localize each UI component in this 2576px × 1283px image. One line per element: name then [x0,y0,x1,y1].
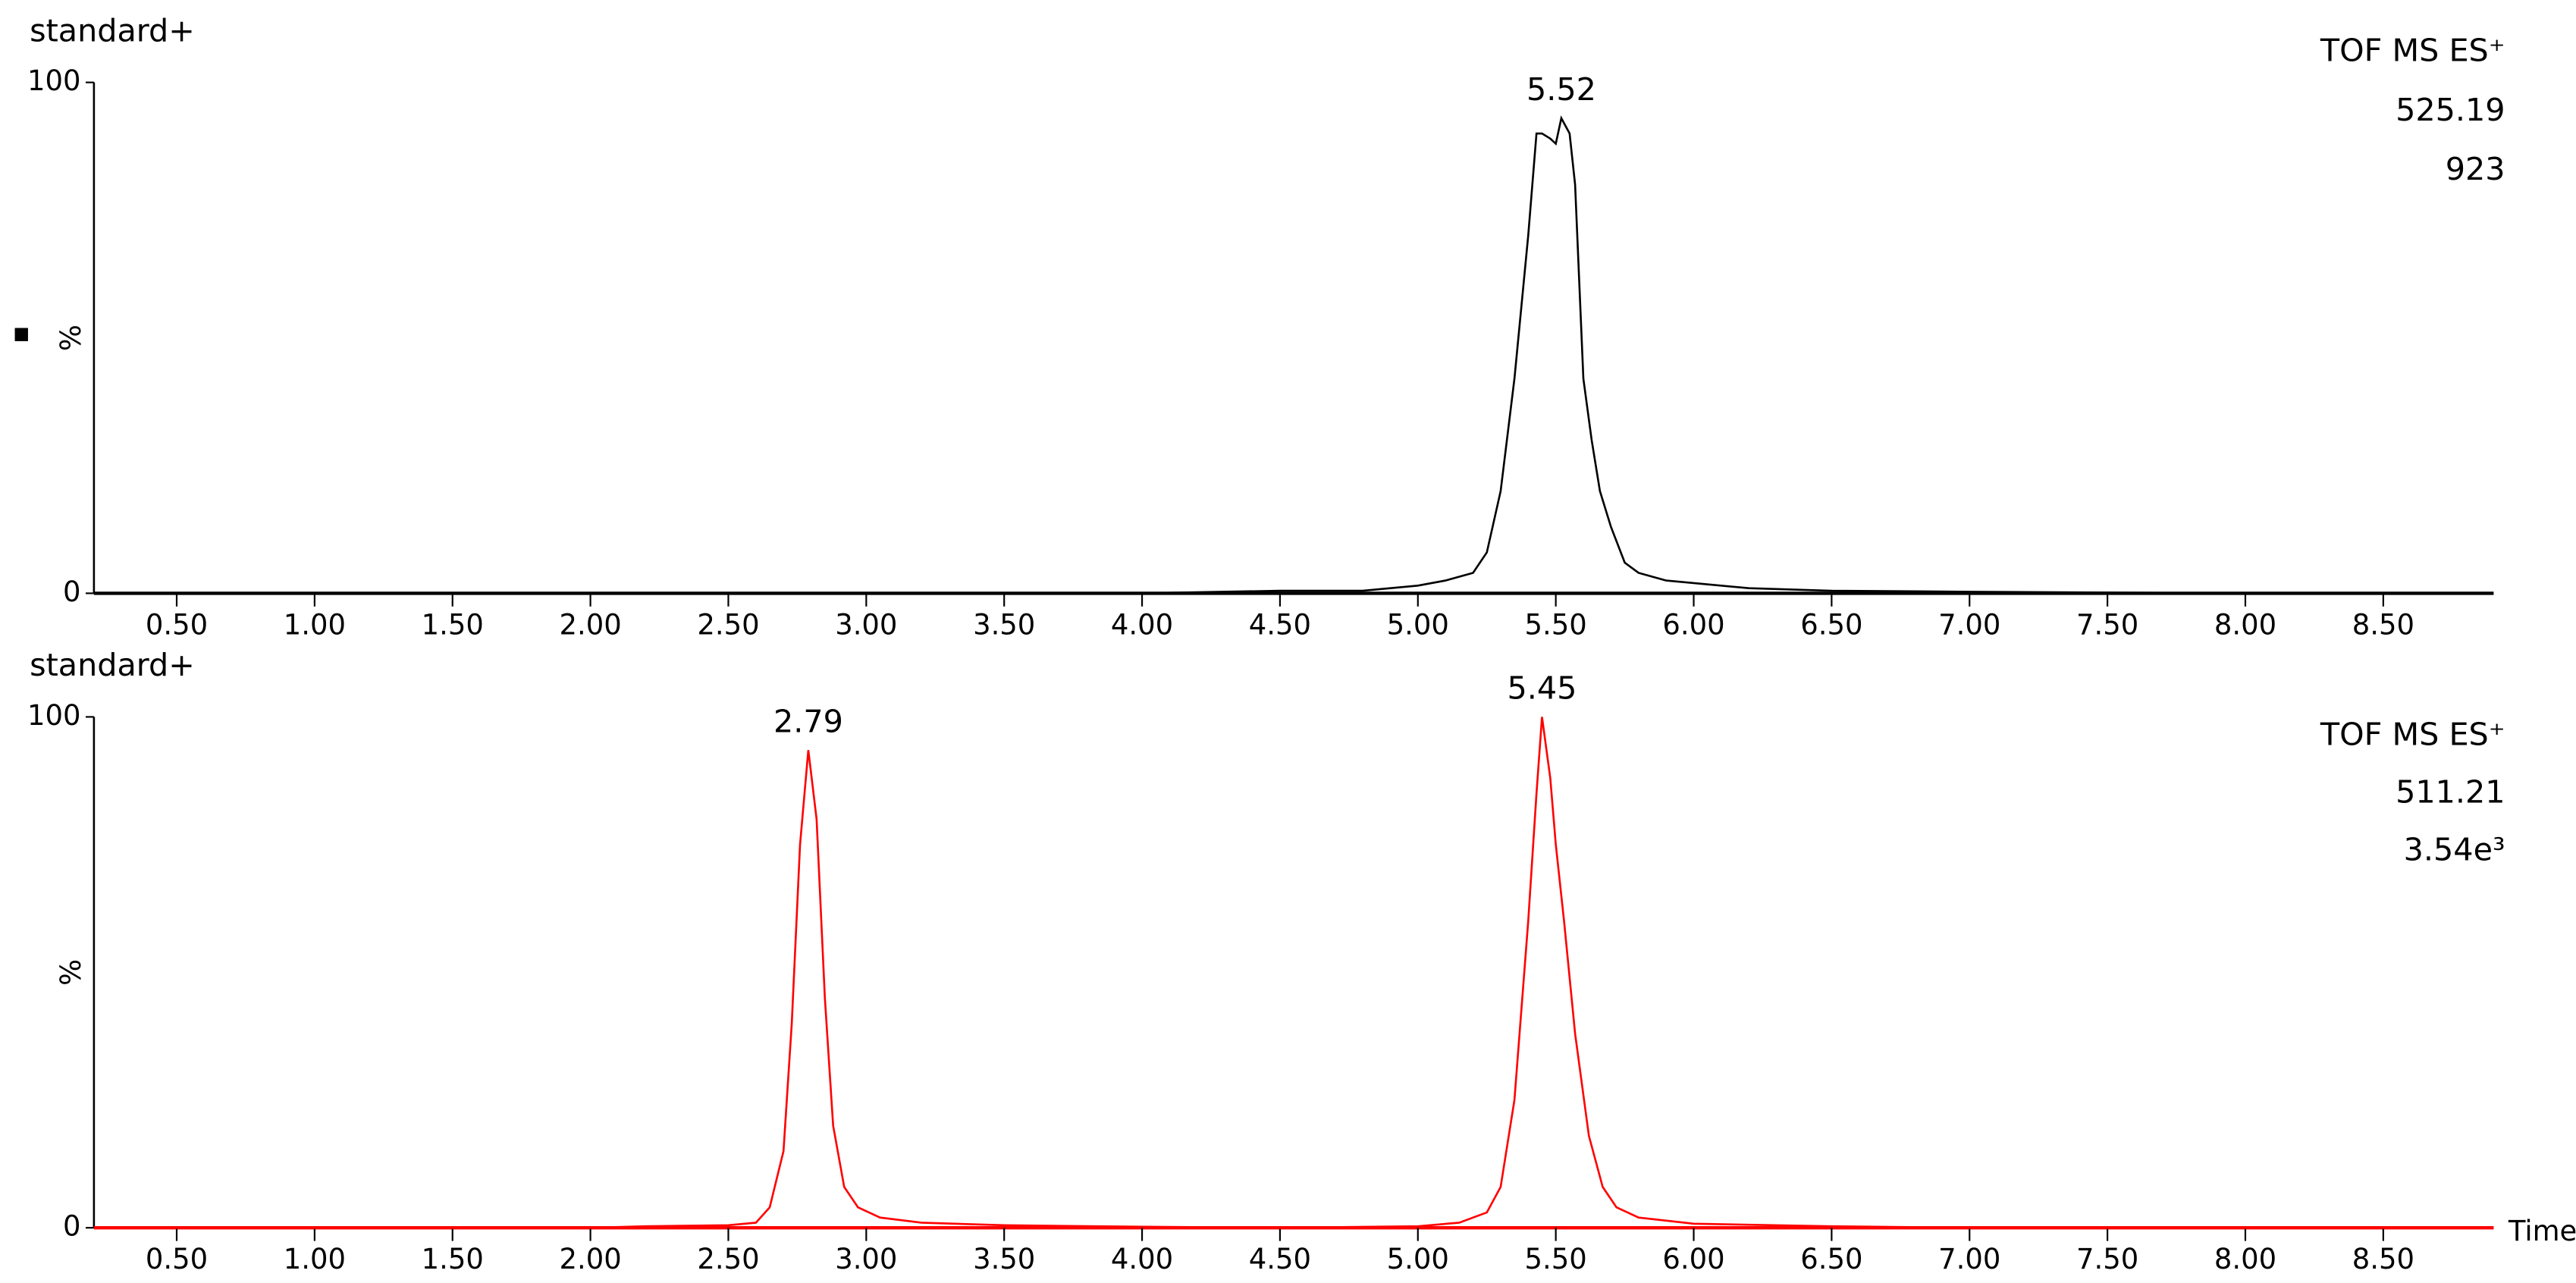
marker-square [14,328,28,341]
x-tick-label: 6.00 [1662,608,1724,641]
x-tick-label: 8.50 [2352,608,2414,641]
x-tick-label: 3.00 [835,1243,897,1275]
x-tick-label: 8.00 [2214,608,2276,641]
x-tick-label: 2.50 [697,608,759,641]
x-tick-label: 5.00 [1387,1243,1449,1275]
x-tick-label: 5.50 [1525,1243,1587,1275]
y-axis-label: % [55,959,87,986]
trace-info: 923 [2446,151,2505,187]
peak-label: 5.45 [1508,670,1577,707]
x-tick-label: 0.50 [146,1243,208,1275]
x-tick-label: 3.00 [835,608,897,641]
x-tick-label: 1.50 [422,608,484,641]
trace-info: TOF MS ES⁺ [2320,33,2505,69]
x-tick-label: 7.00 [1938,1243,2000,1275]
y-tick-label: 100 [27,699,81,732]
x-tick-label: 3.50 [973,608,1035,641]
x-tick-label: 4.50 [1249,1243,1311,1275]
x-tick-label: 3.50 [973,1243,1035,1275]
x-axis-label: Time [2508,1215,2576,1247]
trace-info: TOF MS ES⁺ [2320,717,2505,753]
x-tick-label: 2.00 [559,608,621,641]
x-tick-label: 7.50 [2076,608,2138,641]
x-tick-label: 7.00 [1938,608,2000,641]
trace-line [93,115,2494,594]
trace-info: 525.19 [2396,92,2505,128]
x-tick-label: 1.00 [284,608,346,641]
x-tick-label: 4.50 [1249,608,1311,641]
x-tick-label: 2.00 [559,1243,621,1275]
panel-title: standard+ [30,12,195,49]
x-tick-label: 8.00 [2214,1243,2276,1275]
x-tick-label: 1.50 [422,1243,484,1275]
x-tick-label: 6.50 [1800,608,1862,641]
x-tick-label: 4.00 [1111,608,1173,641]
trace-info: 511.21 [2396,774,2505,811]
y-tick-label: 0 [63,576,81,608]
x-tick-label: 4.00 [1111,1243,1173,1275]
x-tick-label: 5.50 [1525,608,1587,641]
x-tick-label: 1.00 [284,1243,346,1275]
y-tick-label: 0 [63,1210,81,1243]
y-axis-label: % [55,325,87,351]
trace-line [93,717,2494,1229]
peak-label: 5.52 [1526,71,1596,108]
x-tick-label: 2.50 [697,1243,759,1275]
x-tick-label: 5.00 [1387,608,1449,641]
x-tick-label: 0.50 [146,608,208,641]
x-tick-label: 8.50 [2352,1243,2414,1275]
x-tick-label: 6.00 [1662,1243,1724,1275]
trace-info: 3.54e³ [2404,832,2505,868]
peak-label: 2.79 [773,703,843,739]
y-tick-label: 100 [27,64,81,97]
x-tick-label: 6.50 [1800,1243,1862,1275]
panel-title: standard+ [30,647,195,683]
x-tick-label: 7.50 [2076,1243,2138,1275]
